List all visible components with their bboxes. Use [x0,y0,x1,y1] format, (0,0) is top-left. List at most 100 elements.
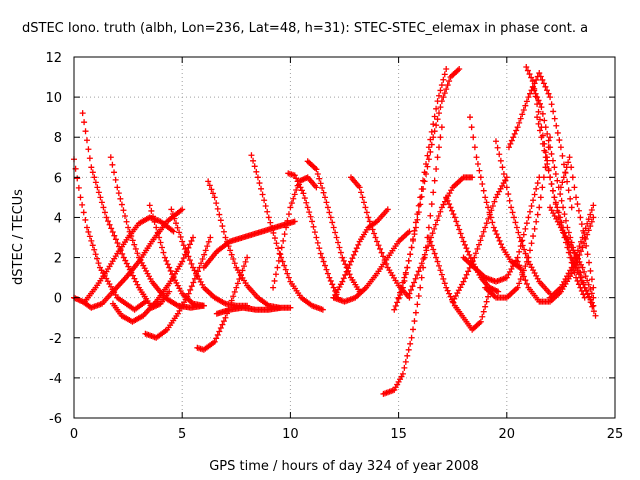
data-point [391,306,398,313]
interpolated-markers [85,228,102,267]
data-point [319,306,326,313]
data-point [503,174,510,181]
interpolated-markers [474,160,487,194]
data-point [179,238,186,245]
interpolated-markers [435,71,448,99]
data-series [330,228,413,305]
interpolated-markers [410,202,422,243]
data-series [205,178,283,311]
interpolated-markers [141,300,158,318]
interpolated-markers [544,160,556,194]
interpolated-markers [526,261,541,282]
interpolated-markers [72,165,82,191]
data-point [276,250,283,257]
data-point [309,218,316,225]
data-point [460,238,467,245]
interpolated-markers [154,327,169,340]
interpolated-markers [137,215,152,226]
y-tick-label: 0 [54,292,62,307]
data-point [568,204,575,211]
interpolated-markers [472,266,487,280]
interpolated-markers [280,211,292,244]
interpolated-markers [124,260,141,279]
interpolated-markers [366,218,379,241]
data-series [425,234,493,333]
data-point [179,258,186,265]
data-point [434,154,441,161]
interpolated-markers [256,180,271,215]
interpolated-markers [568,164,578,191]
interpolated-markers [171,277,184,294]
interpolated-markers [375,242,390,267]
interpolated-markers [206,182,217,197]
interpolated-markers [559,227,574,248]
interpolated-markers [431,104,444,135]
interpolated-markers [301,195,314,220]
interpolated-markers [202,250,219,269]
interpolated-markers [505,286,520,300]
interpolated-markers [310,223,323,252]
interpolated-markers [581,268,595,297]
data-point [482,194,489,201]
interpolated-markers [548,207,563,228]
interpolated-markers [165,313,180,331]
data-point [170,228,177,235]
data-point [482,224,489,231]
interpolated-markers [137,257,154,282]
data-point [525,254,532,261]
interpolated-markers [228,234,245,245]
data-point [514,124,521,131]
interpolated-markers [349,241,362,262]
data-series [142,234,214,341]
data-point [547,134,554,141]
data-point [347,258,354,265]
data-series [248,152,326,313]
interpolated-markers [386,267,401,287]
data-point [291,218,298,225]
data-point [534,114,541,121]
data-point [579,234,586,241]
interpolated-markers [539,110,552,144]
x-tick-label: 25 [607,427,624,442]
interpolated-markers [516,98,530,126]
data-point [270,284,277,291]
data-point [495,288,502,295]
interpolated-markers [507,127,520,147]
data-point [477,318,484,325]
data-point [467,114,474,121]
interpolated-markers [453,218,466,241]
data-series [71,156,149,313]
data-point [425,224,432,231]
interpolated-markers [133,299,147,312]
interpolated-markers [500,246,513,263]
y-tick-label: 4 [54,211,62,226]
interpolated-markers [83,286,98,303]
interpolated-markers [176,293,191,314]
interpolated-markers [487,285,500,294]
interpolated-markers [516,220,530,255]
y-axis-label: dSTEC / TECUs [11,189,26,285]
interpolated-markers [414,186,427,223]
data-point [514,284,521,291]
data-point [514,258,521,265]
interpolated-markers [526,211,541,254]
interpolated-markers [288,182,301,207]
interpolated-markers [163,295,180,308]
data-point [107,154,114,161]
interpolated-markers [444,197,457,218]
data-point [430,134,437,141]
data-point [551,194,558,201]
interpolated-markers [448,67,461,79]
interpolated-markers [358,226,370,243]
data-point [222,234,229,241]
interpolated-markers [581,206,595,236]
data-point [451,214,458,221]
interpolated-markers [552,199,565,226]
data-point [339,278,346,285]
interpolated-markers [423,141,435,177]
interpolated-markers [100,290,115,305]
data-point [505,144,512,151]
data-series [449,174,510,305]
interpolated-markers [215,239,232,254]
interpolated-markers [213,200,227,235]
